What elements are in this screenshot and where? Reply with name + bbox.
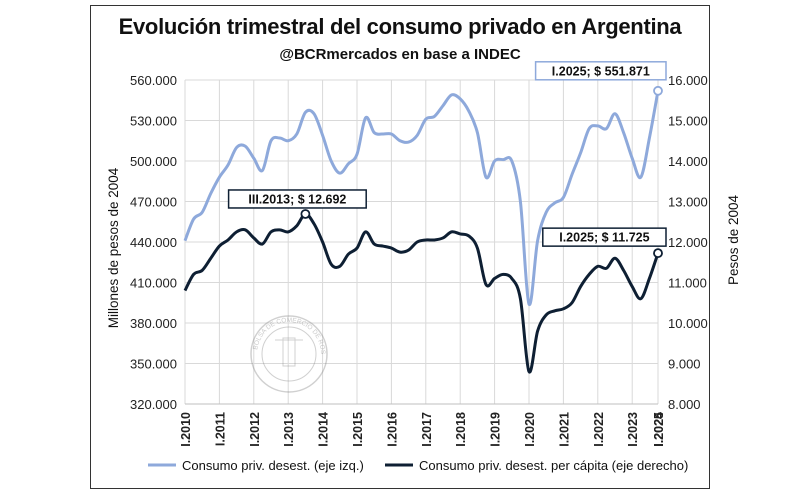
annotation-marker [653, 248, 663, 259]
annotation-marker [300, 209, 311, 219]
svg-text:BOLSA DE COMERCIO DE ROSARIO: BOLSA DE COMERCIO DE ROSARIO [0, 0, 326, 355]
annotation-label: III.2013; $ 12.692 [248, 192, 346, 206]
legend-label: Consumo priv. desest. per cápita (eje de… [419, 458, 688, 473]
series-line-0 [183, 90, 660, 306]
x-tick-label: I.2010 [179, 412, 193, 447]
x-tick-label: I.2017 [420, 412, 434, 447]
annotation-layer: I.2025; $ 551.871 III.2013; $ 12.692 I.202… [227, 61, 667, 259]
legend: Consumo priv. desest. (eje izq.) Consumo … [148, 458, 688, 473]
x-tick-label: I.2021 [557, 412, 571, 447]
x-tick-label: I.2013 [282, 412, 296, 447]
annotation-marker [653, 85, 663, 96]
x-tick-label: I.2014 [317, 412, 331, 447]
annotation-box [534, 61, 667, 81]
y-axis-label-right: Pesos de 2004 [726, 194, 741, 285]
y-tick-label-left: 470.000 [130, 195, 177, 210]
x-tick-label: I.2020 [523, 412, 537, 447]
chart-frame: Evolución trimestral del consumo privado… [90, 5, 710, 489]
y-tick-label-right: 10.000 [668, 316, 708, 331]
y-tick-label-right: 8.000 [668, 397, 701, 412]
y-tick-label-right: 12.000 [668, 235, 708, 250]
y-tick-label-left: 380.000 [130, 316, 177, 331]
y-tick-label-left: 320.000 [130, 397, 177, 412]
watermark-text: BOLSA DE COMERCIO DE ROSARIO [0, 0, 326, 355]
chart-title: Evolución trimestral del consumo privado… [118, 14, 682, 39]
x-tick-label: I.2018 [454, 412, 468, 447]
y-tick-label-left: 500.000 [130, 154, 177, 169]
x-tick-label: I.2024 [652, 412, 666, 447]
x-axis-ticks: I.2010 I.2011 I.2012 I.2013 I.2014 I.2015 I.20… [179, 412, 666, 447]
series-layer [183, 90, 660, 374]
y-tick-label-left: 410.000 [130, 276, 177, 291]
y-tick-label-left: 560.000 [130, 73, 177, 88]
x-tick-label: I.2011 [213, 412, 227, 446]
annotation-box [542, 227, 667, 247]
y-tick-label-right: 14.000 [668, 154, 708, 169]
y-tick-label-right: 11.000 [668, 276, 707, 291]
y-tick-label-right: 13.000 [668, 195, 708, 210]
series-line-1 [183, 212, 660, 374]
left-axis-ticks: 560.000 530.000 500.000 470.000 440.000 410.0… [130, 73, 177, 412]
y-axis-label-left: Millones de pesos de 2004 [106, 167, 121, 328]
x-tick-label: I.2023 [626, 412, 640, 447]
y-tick-label-right: 16.000 [668, 73, 708, 88]
x-tick-label: I.2015 [351, 412, 365, 447]
x-tick-label: I.2025 [652, 412, 666, 447]
y-tick-label-right: 15.000 [668, 114, 708, 129]
annotation-label: I.2025; $ 11.725 [559, 231, 649, 245]
y-tick-label-right: 9.000 [668, 357, 701, 372]
x-tick-label: I.2012 [248, 412, 262, 447]
y-tick-label-left: 440.000 [130, 235, 177, 250]
annotation-label: I.2025; $ 551.871 [552, 64, 650, 78]
x-tick-label: I.2019 [489, 412, 503, 447]
legend-label: Consumo priv. desest. (eje izq.) [182, 458, 364, 473]
x-tick-label: I.2022 [592, 412, 606, 447]
right-axis-ticks: 16.000 15.000 14.000 13.000 12.000 11.000 10.0… [668, 73, 708, 412]
x-tick-label: I.2016 [385, 412, 399, 447]
chart-subtitle: @BCRmercados en base a INDEC [279, 46, 521, 63]
y-tick-label-left: 350.000 [130, 357, 177, 372]
annotation-box [227, 189, 367, 209]
y-tick-label-left: 530.000 [130, 114, 177, 129]
